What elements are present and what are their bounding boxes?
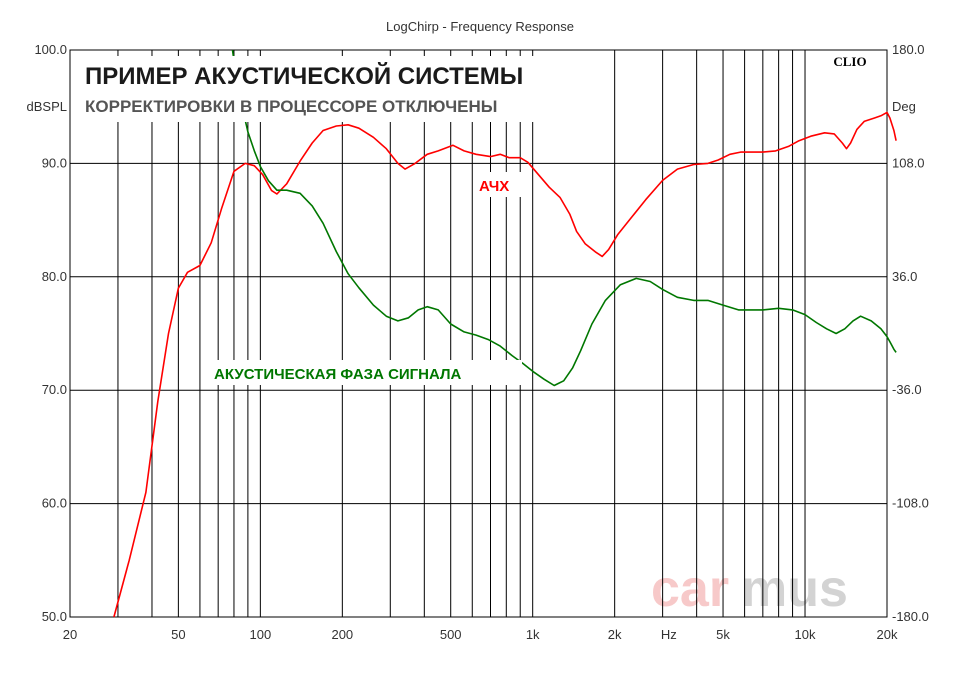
clio-logo: CLIO (833, 54, 866, 69)
y-left-tick-label: 90.0 (42, 155, 67, 170)
y-right-tick-label: -180.0 (892, 609, 929, 624)
watermark-car: car (651, 560, 729, 618)
series-line-phase (231, 49, 897, 387)
y-right-axis-label: Deg (892, 99, 916, 114)
x-tick-label: 500 (440, 627, 462, 642)
series-label-phase: АКУСТИЧЕСКАЯ ФАЗА СИГНАЛА (214, 366, 462, 383)
subheading: КОРРЕКТИРОВКИ В ПРОЦЕССОРЕ ОТКЛЮЧЕНЫ (85, 97, 497, 116)
x-tick-label: 50 (171, 627, 185, 642)
y-right-tick-label: 108.0 (892, 155, 925, 170)
y-left-axis-label: dBSPL (27, 99, 67, 114)
x-tick-label: 1k (526, 627, 540, 642)
x-tick-label: 5k (716, 627, 730, 642)
y-right-tick-label: 36.0 (892, 269, 917, 284)
afr-label-backdrop (474, 172, 524, 197)
heading: ПРИМЕР АКУСТИЧЕСКОЙ СИСТЕМЫ (85, 62, 523, 90)
plot-frame (69, 49, 888, 618)
grid (69, 49, 888, 618)
y-left-tick-label: 80.0 (42, 269, 67, 284)
heading-backdrop (80, 56, 607, 122)
series-label-afr: АЧХ (479, 178, 509, 195)
chart-title: LogChirp - Frequency Response (386, 19, 574, 34)
x-tick-label: 20 (63, 627, 77, 642)
watermark-mus: mus (741, 560, 848, 618)
y-left-tick-label: 50.0 (42, 609, 67, 624)
series-line-afr (113, 111, 897, 618)
y-left-tick-label: 70.0 (42, 382, 67, 397)
y-right-tick-label: 180.0 (892, 42, 925, 57)
x-tick-label: 100 (250, 627, 272, 642)
x-tick-label: 10k (795, 627, 816, 642)
x-tick-label: 2k (608, 627, 622, 642)
x-tick-label: 20k (877, 627, 898, 642)
watermark: car mus (651, 560, 848, 618)
y-right-tick-label: -108.0 (892, 496, 929, 511)
y-left-tick-label: 60.0 (42, 496, 67, 511)
y-left-tick-label: 100.0 (34, 42, 67, 57)
y-right-tick-label: -36.0 (892, 382, 922, 397)
x-unit-label: Hz (661, 627, 677, 642)
phase-label-backdrop (210, 360, 522, 385)
axis-labels: 100.0 90.0 80.0 70.0 60.0 50.0 180.0 108.0 36.0 -… (27, 42, 929, 642)
series-layer (113, 49, 897, 618)
x-tick-label: 200 (331, 627, 353, 642)
